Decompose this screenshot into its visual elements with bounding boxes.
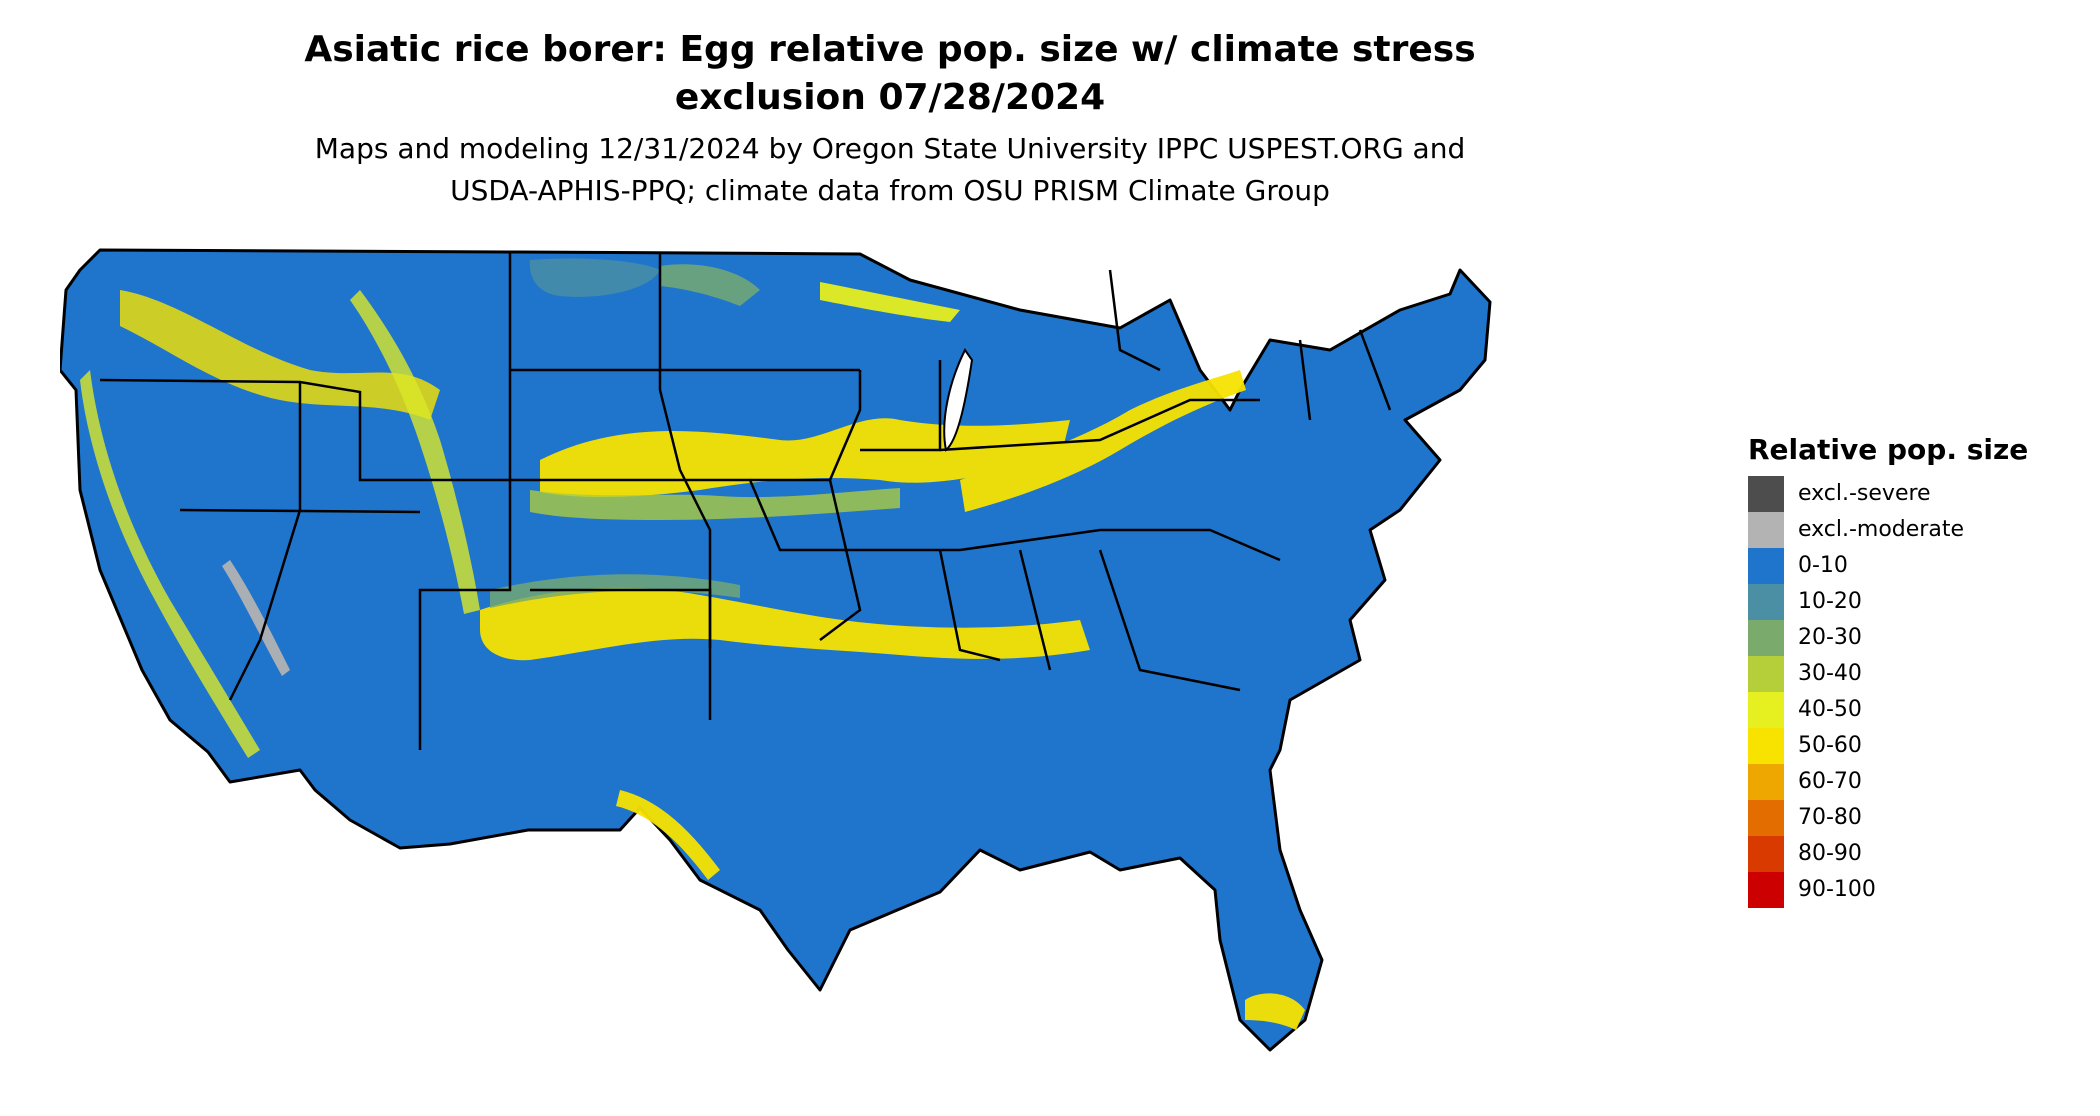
legend-swatch [1748, 764, 1784, 800]
legend-label: 30-40 [1798, 661, 1862, 686]
excluded-southwest [222, 560, 290, 676]
legend-label: 90-100 [1798, 877, 1876, 902]
legend-label: 20-30 [1798, 625, 1862, 650]
band-florida [1245, 993, 1305, 1030]
legend-item: 80-90 [1748, 836, 2068, 872]
legend-swatch [1748, 512, 1784, 548]
band-southern [480, 587, 1090, 661]
legend-item: 10-20 [1748, 584, 2068, 620]
legend-swatch [1748, 584, 1784, 620]
legend-swatch [1748, 548, 1784, 584]
suitability-bands [80, 258, 1305, 1030]
band-central-green [530, 488, 900, 520]
legend-swatch [1748, 728, 1784, 764]
us-landmass [60, 248, 1492, 1052]
legend-item: excl.-severe [1748, 476, 2068, 512]
legend-label: excl.-severe [1798, 481, 1931, 506]
band-great-lakes [820, 282, 960, 322]
map-subtitle: Maps and modeling 12/31/2024 by Oregon S… [190, 128, 1590, 212]
legend-item: excl.-moderate [1748, 512, 2068, 548]
us-map-svg [60, 248, 1492, 1052]
legend-swatch [1748, 692, 1784, 728]
legend-swatch [1748, 800, 1784, 836]
legend-label: 60-70 [1798, 769, 1862, 794]
legend-label: 70-80 [1798, 805, 1862, 830]
band-minnesota [660, 264, 760, 306]
lake-michigan [943, 348, 974, 452]
us-map [60, 230, 1740, 1110]
legend-label: excl.-moderate [1798, 517, 1964, 542]
map-subtitle-line-2: USDA-APHIS-PPQ; climate data from OSU PR… [450, 174, 1330, 207]
legend-swatch [1748, 836, 1784, 872]
band-north-dakota [529, 258, 660, 297]
band-rockies [350, 290, 480, 614]
map-subtitle-line-1: Maps and modeling 12/31/2024 by Oregon S… [314, 132, 1466, 165]
map-title-line-1: Asiatic rice borer: Egg relative pop. si… [304, 29, 1476, 70]
band-west [120, 290, 440, 420]
legend-item: 0-10 [1748, 548, 2068, 584]
band-southern-green [490, 574, 740, 608]
map-title: Asiatic rice borer: Egg relative pop. si… [190, 26, 1590, 122]
legend-item: 40-50 [1748, 692, 2068, 728]
legend-label: 50-60 [1798, 733, 1862, 758]
legend-swatch [1748, 872, 1784, 908]
band-gulf-coast [616, 790, 720, 880]
band-appalachian [960, 370, 1246, 512]
legend-item: 90-100 [1748, 872, 2068, 908]
legend-title: Relative pop. size [1748, 433, 2029, 466]
legend-rows: excl.-severe excl.-moderate 0-10 10-20 20-30… [1748, 476, 2068, 908]
legend-swatch [1748, 656, 1784, 692]
legend-swatch [1748, 476, 1784, 512]
legend-label: 80-90 [1798, 841, 1862, 866]
map-legend: Relative pop. size excl.-severe excl.-mod… [1748, 432, 2068, 908]
legend-item: 30-40 [1748, 656, 2068, 692]
map-title-line-2: exclusion 07/28/2024 [674, 77, 1106, 118]
legend-label: 10-20 [1798, 589, 1862, 614]
state-borders [99, 252, 1392, 750]
legend-swatch [1748, 620, 1784, 656]
legend-label: 0-10 [1798, 553, 1848, 578]
legend-item: 70-80 [1748, 800, 2068, 836]
legend-label: 40-50 [1798, 697, 1862, 722]
legend-item: 20-30 [1748, 620, 2068, 656]
legend-item: 60-70 [1748, 764, 2068, 800]
legend-item: 50-60 [1748, 728, 2068, 764]
